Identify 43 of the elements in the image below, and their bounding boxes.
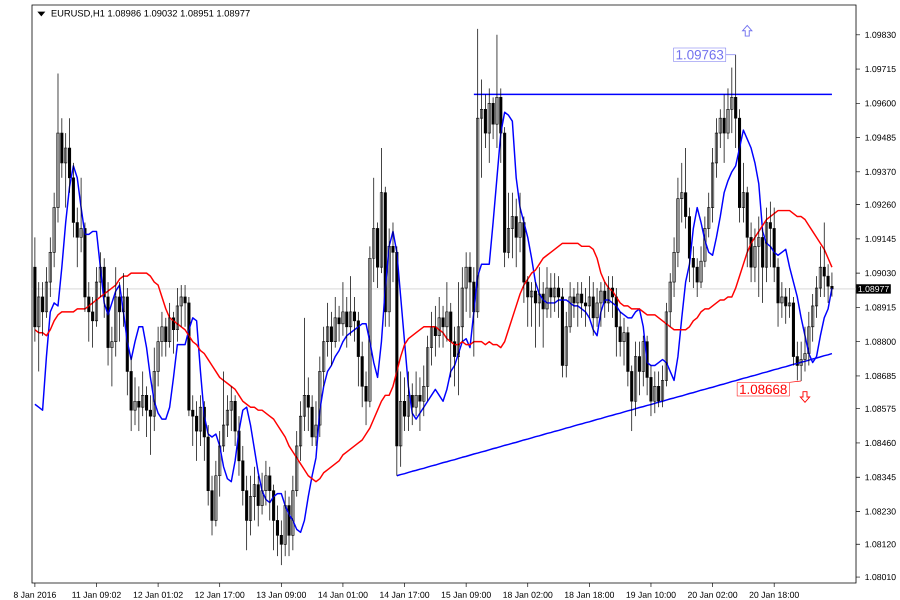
y-tick-label: 1.09145 — [865, 236, 896, 242]
y-tick-label: 1.09715 — [865, 66, 896, 72]
candlestick — [334, 296, 337, 348]
y-tick-label: 1.09600 — [865, 100, 896, 106]
y-tick-label: 1.08010 — [865, 574, 896, 580]
y-tick-label: 1.08915 — [865, 304, 896, 310]
y-tick-label: 1.08345 — [865, 474, 896, 480]
x-tick-label: 11 Jan 09:02 — [72, 592, 121, 598]
annotation: 1.08668 — [740, 384, 787, 394]
x-tick-label: 20 Jan 18:00 — [750, 592, 799, 598]
y-tick-label: 1.08230 — [865, 508, 896, 515]
x-tick-label: 18 Jan 18:00 — [564, 592, 614, 598]
candlestick — [592, 282, 595, 336]
annotation: 1.09763 — [676, 50, 724, 60]
x-tick-label: 14 Jan 17:00 — [380, 592, 430, 598]
y-tick-label: 1.09485 — [865, 134, 896, 141]
x-tick-label: 12 Jan 17:00 — [195, 592, 244, 598]
candlestick — [576, 282, 580, 328]
y-tick-label: 1.08685 — [865, 372, 896, 379]
y-tick-label: 1.09830 — [865, 32, 896, 38]
y-tick-label: 1.08575 — [865, 406, 896, 412]
x-tick-label: 15 Jan 09:00 — [442, 592, 491, 598]
candlestick — [488, 88, 491, 164]
y-tick-label: 1.09030 — [865, 270, 896, 276]
candlestick — [784, 288, 788, 324]
candlestick — [757, 216, 760, 298]
x-tick-label: 12 Jan 01:02 — [134, 592, 183, 598]
ref-line-label: 1.08977 — [858, 286, 889, 292]
x-tick-label: 20 Jan 02:00 — [688, 592, 738, 598]
candlestick — [180, 284, 183, 328]
x-tick-label: 8 Jan 2016 — [14, 592, 56, 598]
y-tick-label: 1.08460 — [865, 440, 896, 446]
x-tick-label: 13 Jan 09:00 — [256, 592, 306, 598]
chart-title: EURUSD,H1 1.08986 1.09032 1.08951 1.08977 — [52, 10, 250, 18]
y-tick-label: 1.09260 — [865, 202, 896, 208]
x-tick-label: 18 Jan 02:00 — [503, 592, 552, 598]
x-tick-label: 14 Jan 01:00 — [318, 592, 368, 598]
y-tick-label: 1.08800 — [865, 338, 896, 345]
candlestick — [256, 475, 260, 527]
y-tick-label: 1.08120 — [865, 541, 896, 548]
y-tick-label: 1.09370 — [865, 168, 896, 175]
candlestick — [476, 28, 480, 318]
x-tick-label: 19 Jan 10:00 — [626, 592, 676, 598]
